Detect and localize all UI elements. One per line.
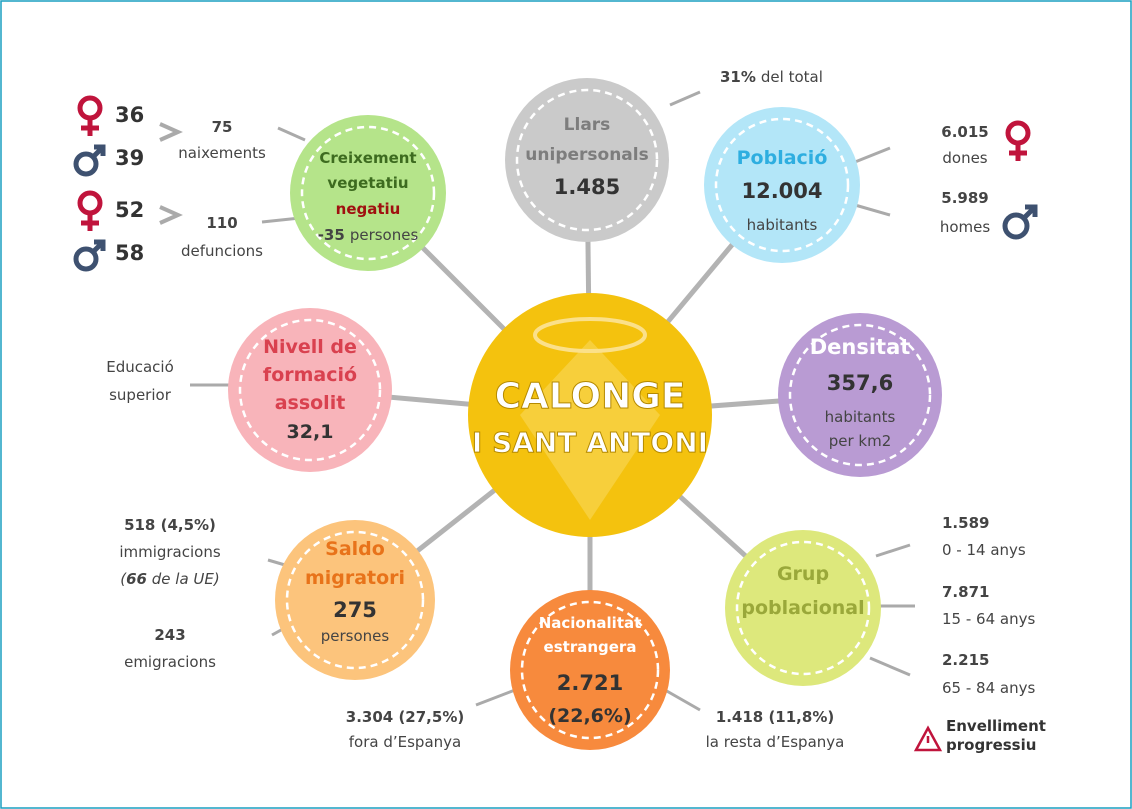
node-value: 275 xyxy=(333,598,377,622)
left-value: 3.304 (27,5%) xyxy=(346,708,464,726)
women-value: 6.015 xyxy=(941,123,988,141)
node-title: migratori xyxy=(305,567,405,589)
immigration-value: 518 (4,5%) xyxy=(124,516,216,534)
node-title: Creixement xyxy=(319,149,416,167)
births-total: 75 xyxy=(212,118,233,136)
deaths-total: 110 xyxy=(206,214,237,232)
gender-icons xyxy=(73,95,1038,752)
node-value: 1.485 xyxy=(554,175,620,199)
node-unit: per km2 xyxy=(829,432,892,450)
node-title: Densitat xyxy=(810,335,911,359)
node-value: 357,6 xyxy=(827,371,893,395)
group-label: 65 - 84 anys xyxy=(942,679,1035,697)
node-unit: habitants xyxy=(747,216,818,234)
births-label: naixements xyxy=(178,144,266,162)
men-label: homes xyxy=(940,218,991,236)
node-title: formació xyxy=(263,364,357,386)
circles xyxy=(228,78,942,750)
men-value: 5.989 xyxy=(941,189,988,207)
node-pct: (22,6%) xyxy=(548,705,631,727)
male-deaths: 58 xyxy=(115,241,144,265)
right-value: 1.418 (11,8%) xyxy=(716,708,834,726)
emphasis: negatiu xyxy=(336,200,401,218)
ticks xyxy=(159,90,915,712)
node-title: assolit xyxy=(275,392,346,414)
warning: Envelliment xyxy=(946,717,1046,735)
center-line2: I SANT ANTONI xyxy=(472,426,708,459)
side-label: Educació xyxy=(106,358,174,376)
group-value: 7.871 xyxy=(942,583,989,601)
emigration-value: 243 xyxy=(154,626,185,644)
node-value: 32,1 xyxy=(287,421,334,443)
center-line1: CALONGE xyxy=(495,376,686,417)
node-title: Població xyxy=(737,147,828,169)
warning: progressiu xyxy=(946,736,1036,754)
node-unit: persones xyxy=(321,627,390,645)
female-deaths: 52 xyxy=(115,198,144,222)
node-unit: habitants xyxy=(825,408,896,426)
node-title: Saldo xyxy=(325,538,385,560)
right-label: la resta d’Espanya xyxy=(706,733,845,751)
deaths-label: defuncions xyxy=(181,242,263,260)
women-label: dones xyxy=(942,149,987,167)
node-value: 2.721 xyxy=(557,671,623,695)
node-title: estrangera xyxy=(544,638,637,656)
left-label: fora d’Espanya xyxy=(349,733,461,751)
node-value: 12.004 xyxy=(741,179,822,203)
node-title: Nivell de xyxy=(263,336,357,358)
group-value: 1.589 xyxy=(942,514,989,532)
node-title: Llars xyxy=(564,115,611,135)
group-label: 0 - 14 anys xyxy=(942,541,1026,559)
node-title: unipersonals xyxy=(525,145,648,165)
group-value: 2.215 xyxy=(942,651,989,669)
immigration-label: immigracions xyxy=(119,543,221,561)
node-title: Nacionalitat xyxy=(539,614,642,632)
side-label: superior xyxy=(109,386,172,404)
node-title: Grup xyxy=(777,563,829,585)
group-label: 15 - 64 anys xyxy=(942,610,1035,628)
node-value: -35 persones xyxy=(318,226,419,244)
llars-note: 31% del total xyxy=(720,68,823,86)
female-births: 36 xyxy=(115,103,144,127)
male-births: 39 xyxy=(115,146,144,170)
immigration-note: (66 de la UE) xyxy=(120,570,219,588)
node-title: vegetatiu xyxy=(327,174,408,192)
node-title: poblacional xyxy=(741,597,864,619)
emigration-label: emigracions xyxy=(124,653,216,671)
